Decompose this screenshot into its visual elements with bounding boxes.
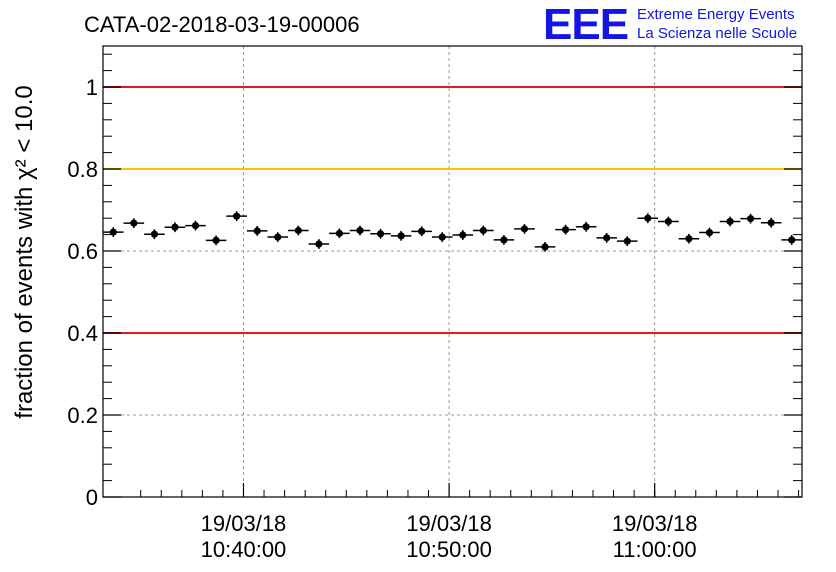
logo-line-2: La Scienza nelle Scuole bbox=[637, 25, 797, 42]
point-marker bbox=[788, 236, 796, 244]
logo-line-1: Extreme Energy Events bbox=[637, 6, 795, 23]
point-marker bbox=[747, 215, 755, 223]
point-marker bbox=[582, 223, 590, 231]
x-tick-date-label: 19/03/18 bbox=[612, 511, 698, 536]
data-point bbox=[452, 230, 474, 240]
point-marker bbox=[767, 219, 775, 227]
data-point bbox=[719, 216, 741, 227]
data-point bbox=[185, 220, 206, 231]
data-point bbox=[473, 225, 494, 236]
point-marker bbox=[171, 223, 179, 231]
point-marker bbox=[418, 227, 426, 235]
point-marker bbox=[479, 226, 487, 235]
plot-frame bbox=[102, 45, 803, 498]
point-marker bbox=[274, 233, 282, 241]
data-point bbox=[349, 225, 371, 236]
point-marker bbox=[233, 212, 241, 220]
data-point bbox=[760, 217, 782, 228]
point-marker bbox=[356, 226, 364, 235]
x-tick-date-label: 19/03/18 bbox=[201, 511, 287, 536]
point-marker bbox=[130, 219, 138, 227]
data-point bbox=[123, 218, 145, 229]
point-marker bbox=[500, 236, 508, 244]
point-marker bbox=[644, 214, 652, 222]
y-tick-label: 0.8 bbox=[67, 157, 98, 182]
chart-title: CATA-02-2018-03-19-00006 bbox=[84, 12, 360, 37]
data-point bbox=[370, 228, 391, 239]
data-point bbox=[103, 227, 124, 238]
y-axis-label: fraction of events with χ² < 10.0 bbox=[11, 85, 38, 418]
data-points bbox=[103, 211, 802, 252]
y-tick-label: 0 bbox=[86, 485, 98, 510]
data-point bbox=[699, 227, 720, 238]
point-marker bbox=[150, 230, 158, 238]
point-marker bbox=[561, 226, 570, 234]
point-marker bbox=[705, 228, 714, 237]
data-point bbox=[164, 222, 186, 233]
point-marker bbox=[191, 221, 200, 230]
x-tick-time-label: 10:40:00 bbox=[201, 537, 287, 562]
data-point bbox=[431, 232, 453, 242]
data-point bbox=[226, 211, 247, 222]
data-point bbox=[329, 228, 350, 239]
data-point bbox=[555, 224, 576, 235]
point-marker bbox=[520, 225, 529, 233]
point-marker bbox=[315, 240, 323, 248]
point-marker bbox=[335, 229, 344, 237]
point-marker bbox=[376, 230, 385, 238]
point-marker bbox=[541, 243, 549, 251]
data-point bbox=[205, 235, 227, 246]
data-point bbox=[288, 225, 309, 236]
data-point bbox=[308, 239, 330, 249]
point-marker bbox=[253, 227, 261, 235]
data-point bbox=[575, 221, 597, 232]
y-tick-label: 1 bbox=[86, 75, 98, 100]
data-point bbox=[390, 230, 412, 241]
data-point bbox=[740, 213, 761, 224]
data-point bbox=[596, 232, 617, 243]
point-marker bbox=[212, 236, 220, 244]
point-marker bbox=[397, 232, 405, 240]
x-tick-date-label: 19/03/18 bbox=[406, 511, 492, 536]
point-marker bbox=[459, 231, 467, 239]
eee-logo: EEE Extreme Energy Events La Scienza nel… bbox=[543, 0, 797, 49]
data-point bbox=[658, 216, 679, 227]
point-marker bbox=[726, 217, 734, 226]
data-point bbox=[411, 226, 432, 237]
point-marker bbox=[603, 234, 611, 242]
y-axis: 0 0.2 0.4 0.6 0.8 1 bbox=[67, 53, 802, 510]
x-axis: 19/03/1810:40:0019/03/1810:50:0019/03/18… bbox=[140, 483, 800, 562]
point-marker bbox=[623, 237, 631, 245]
y-tick-label: 0.4 bbox=[67, 321, 98, 346]
data-point bbox=[781, 235, 802, 245]
point-marker bbox=[109, 228, 117, 236]
data-point bbox=[637, 213, 659, 224]
y-tick-label: 0.6 bbox=[67, 239, 98, 264]
data-point bbox=[144, 229, 165, 240]
x-tick-time-label: 10:50:00 bbox=[406, 537, 492, 562]
point-marker bbox=[685, 235, 693, 243]
data-point bbox=[267, 232, 289, 242]
data-point bbox=[534, 241, 556, 252]
data-point bbox=[493, 235, 515, 245]
data-point bbox=[514, 223, 535, 234]
point-marker bbox=[294, 226, 302, 235]
reference-lines bbox=[103, 86, 802, 334]
y-tick-label: 0.2 bbox=[67, 403, 98, 428]
x-tick-time-label: 11:00:00 bbox=[613, 537, 697, 562]
point-marker bbox=[664, 217, 672, 226]
data-point bbox=[616, 236, 638, 247]
point-marker bbox=[438, 233, 446, 241]
data-point bbox=[678, 233, 700, 244]
grid bbox=[103, 46, 802, 498]
data-point bbox=[246, 225, 268, 236]
logo-mark: EEE bbox=[543, 0, 628, 49]
